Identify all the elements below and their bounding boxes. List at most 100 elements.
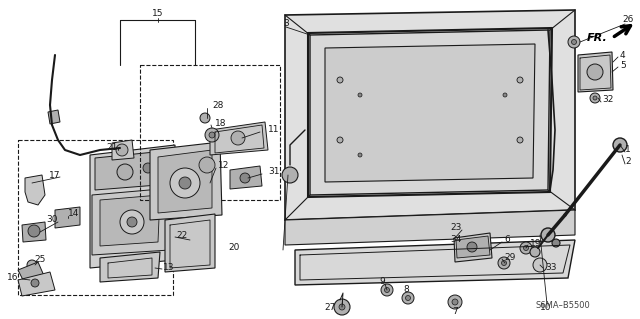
Circle shape [120, 210, 144, 234]
Circle shape [143, 163, 153, 173]
Text: 26: 26 [622, 16, 634, 25]
Polygon shape [295, 240, 575, 285]
Text: 7: 7 [452, 308, 458, 316]
Circle shape [127, 217, 137, 227]
Text: 30: 30 [47, 216, 58, 225]
Text: 8: 8 [403, 286, 409, 294]
Circle shape [240, 173, 250, 183]
Circle shape [358, 93, 362, 97]
Circle shape [402, 292, 414, 304]
Circle shape [498, 257, 510, 269]
Polygon shape [112, 140, 134, 160]
Text: 5: 5 [620, 61, 626, 70]
Text: 6: 6 [504, 235, 509, 244]
Text: 29: 29 [504, 253, 515, 262]
Text: 33: 33 [545, 263, 557, 272]
Text: 9: 9 [379, 278, 385, 286]
Text: 32: 32 [602, 95, 613, 105]
Circle shape [503, 93, 507, 97]
Polygon shape [230, 166, 262, 189]
Circle shape [448, 295, 462, 309]
Polygon shape [454, 233, 492, 262]
Circle shape [541, 228, 555, 242]
Polygon shape [90, 145, 175, 268]
Circle shape [209, 132, 215, 138]
Circle shape [613, 138, 627, 152]
Circle shape [31, 279, 39, 287]
Circle shape [552, 239, 560, 247]
Circle shape [502, 261, 506, 265]
Polygon shape [325, 44, 535, 182]
Text: 17: 17 [49, 170, 60, 180]
Circle shape [381, 284, 393, 296]
Text: 12: 12 [218, 160, 229, 169]
Text: 19: 19 [530, 239, 541, 248]
Text: 13: 13 [163, 263, 175, 271]
Polygon shape [18, 272, 55, 296]
Circle shape [530, 247, 540, 257]
Text: FR.: FR. [588, 33, 608, 43]
Circle shape [517, 137, 523, 143]
Circle shape [337, 137, 343, 143]
Polygon shape [100, 195, 160, 246]
Text: 3: 3 [283, 19, 289, 27]
Text: 2: 2 [625, 158, 631, 167]
Polygon shape [95, 152, 158, 190]
Circle shape [231, 131, 245, 145]
Polygon shape [578, 52, 613, 92]
Text: 27: 27 [324, 303, 336, 313]
Polygon shape [285, 10, 575, 220]
Text: 20: 20 [228, 243, 240, 253]
Text: 1: 1 [625, 145, 631, 154]
Text: 34: 34 [451, 235, 462, 244]
Circle shape [587, 64, 603, 80]
Polygon shape [310, 30, 550, 195]
Circle shape [568, 36, 580, 48]
Polygon shape [456, 236, 490, 258]
Circle shape [205, 128, 219, 142]
Circle shape [199, 157, 215, 173]
Polygon shape [18, 262, 45, 284]
Polygon shape [55, 207, 80, 228]
Text: 28: 28 [212, 101, 223, 110]
Circle shape [117, 164, 133, 180]
Text: 4: 4 [620, 50, 626, 60]
Circle shape [385, 287, 390, 293]
Text: 22: 22 [176, 231, 188, 240]
Circle shape [406, 295, 410, 300]
Circle shape [27, 260, 37, 270]
Text: 15: 15 [152, 10, 164, 19]
Circle shape [334, 299, 350, 315]
Circle shape [179, 177, 191, 189]
Text: S6MA–B5500: S6MA–B5500 [536, 300, 590, 309]
Circle shape [467, 242, 477, 252]
Text: 16: 16 [6, 272, 18, 281]
Polygon shape [285, 210, 575, 245]
Circle shape [170, 168, 200, 198]
Text: 23: 23 [451, 224, 462, 233]
Circle shape [533, 258, 547, 272]
Circle shape [339, 304, 345, 310]
Polygon shape [158, 150, 212, 213]
Polygon shape [165, 214, 215, 272]
Polygon shape [25, 175, 45, 205]
Circle shape [358, 153, 362, 157]
Bar [18, 140, 173, 295]
Circle shape [28, 225, 40, 237]
Polygon shape [100, 252, 160, 282]
Text: 10: 10 [540, 303, 552, 313]
Polygon shape [22, 222, 46, 242]
Circle shape [524, 246, 529, 250]
Circle shape [593, 96, 597, 100]
Text: 14: 14 [68, 210, 79, 219]
Bar [140, 65, 280, 200]
Polygon shape [210, 122, 268, 155]
Circle shape [116, 144, 128, 156]
Circle shape [282, 167, 298, 183]
Circle shape [337, 77, 343, 83]
Circle shape [200, 113, 210, 123]
Text: 11: 11 [268, 125, 280, 135]
Text: 31: 31 [268, 167, 280, 176]
Circle shape [590, 93, 600, 103]
Text: 18: 18 [215, 118, 227, 128]
